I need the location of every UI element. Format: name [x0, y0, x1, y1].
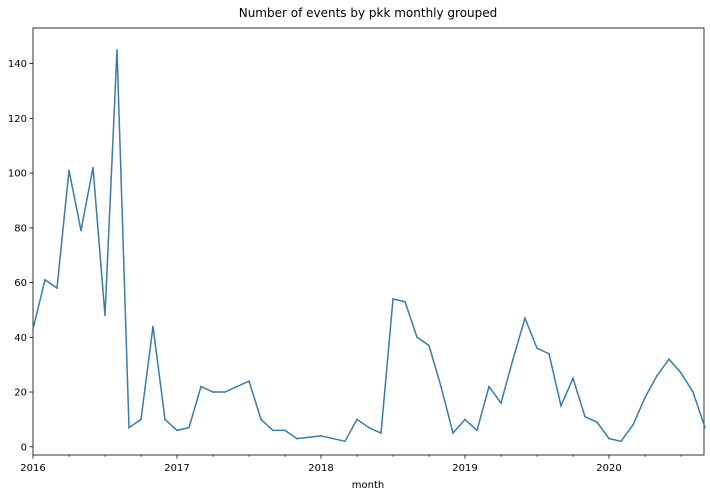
- data-point-2019-02: [476, 429, 478, 432]
- data-point-2016-01: [32, 328, 34, 330]
- data-point-2016-10: [140, 418, 142, 421]
- data-point-2020-08: [692, 391, 694, 393]
- data-point-2019-11: [584, 415, 586, 418]
- data-point-2017-06: [236, 385, 238, 388]
- data-point-2020-06: [668, 358, 670, 360]
- data-point-2017-03: [200, 385, 202, 388]
- data-point-2017-08: [260, 418, 262, 421]
- data-point-2019-10: [572, 377, 574, 380]
- x-axis-label: month: [352, 480, 384, 491]
- data-point-2017-05: [224, 391, 226, 393]
- y-tick-label: 60: [14, 278, 27, 289]
- y-tick-label: 80: [14, 223, 27, 234]
- data-point-2018-01: [320, 435, 322, 437]
- y-axis: 0 20 40 60 80 100 120 140: [8, 59, 33, 453]
- data-point-2017-12: [308, 436, 310, 439]
- data-point-2018-06: [380, 432, 382, 434]
- data-point-2020-04: [644, 396, 646, 399]
- y-tick-label: 0: [21, 442, 27, 453]
- y-tick-label: 100: [8, 169, 27, 180]
- data-point-2018-11: [440, 385, 442, 388]
- data-point-2020-01: [608, 437, 610, 440]
- data-point-2016-05: [80, 229, 82, 232]
- y-tick-label: 120: [8, 114, 27, 125]
- x-axis: 2016 2017 2018 2019 2020: [20, 455, 622, 474]
- data-point-2018-03: [344, 440, 346, 443]
- y-tick-label: 20: [14, 388, 27, 399]
- data-point-2020-07: [680, 372, 682, 374]
- x-axis-minor-ticks: [68, 455, 682, 457]
- data-point-2016-12: [164, 418, 166, 421]
- data-point-2019-07: [536, 347, 538, 350]
- data-point-2019-06: [524, 317, 526, 319]
- data-point-2018-09: [416, 336, 418, 339]
- y-tick-label: 40: [14, 333, 27, 344]
- plot-area-frame: [32, 27, 705, 456]
- series-line: [32, 49, 706, 443]
- data-point-2019-01: [464, 418, 466, 421]
- data-point-2018-02: [332, 437, 334, 440]
- x-tick-label: 2020: [596, 463, 621, 474]
- y-tick-label: 140: [8, 59, 27, 70]
- data-point-2018-07: [392, 298, 394, 300]
- data-point-2016-11: [152, 325, 154, 328]
- data-point-2018-08: [404, 300, 406, 303]
- data-point-2017-10: [284, 429, 286, 432]
- data-point-2019-09: [560, 404, 562, 407]
- data-point-2018-10: [428, 344, 430, 347]
- data-point-2016-02: [44, 279, 46, 281]
- x-tick-label: 2016: [20, 463, 45, 474]
- data-point-2020-02: [620, 440, 622, 443]
- data-point-2016-08: [116, 49, 118, 51]
- data-point-2017-04: [212, 391, 214, 393]
- x-tick-label: 2019: [452, 463, 477, 474]
- data-point-2016-03: [56, 287, 58, 289]
- data-point-2017-01: [176, 429, 178, 432]
- x-tick-label: 2017: [164, 463, 189, 474]
- data-point-2018-05: [368, 426, 370, 429]
- data-point-2020-03: [632, 424, 634, 426]
- data-point-2019-05: [512, 358, 514, 360]
- data-point-2016-09: [128, 426, 130, 429]
- data-point-2017-07: [248, 380, 250, 382]
- data-point-2020-09: [704, 426, 706, 429]
- data-point-2019-08: [548, 352, 550, 355]
- data-point-2016-07: [104, 314, 106, 317]
- data-point-2019-12: [596, 421, 598, 423]
- data-point-2016-04: [68, 169, 70, 172]
- data-point-2017-11: [296, 437, 298, 440]
- chart-title: Number of events by pkk monthly grouped: [239, 6, 498, 20]
- data-point-2018-12: [452, 432, 454, 434]
- data-point-2019-04: [500, 402, 502, 404]
- data-point-2020-05: [656, 374, 658, 377]
- data-point-2016-06: [92, 166, 94, 169]
- data-point-2018-04: [356, 418, 358, 421]
- data-point-2017-02: [188, 426, 190, 429]
- data-point-2019-03: [488, 385, 490, 388]
- x-tick-label: 2018: [308, 463, 333, 474]
- data-point-2017-09: [272, 429, 274, 432]
- data-points: [32, 49, 706, 443]
